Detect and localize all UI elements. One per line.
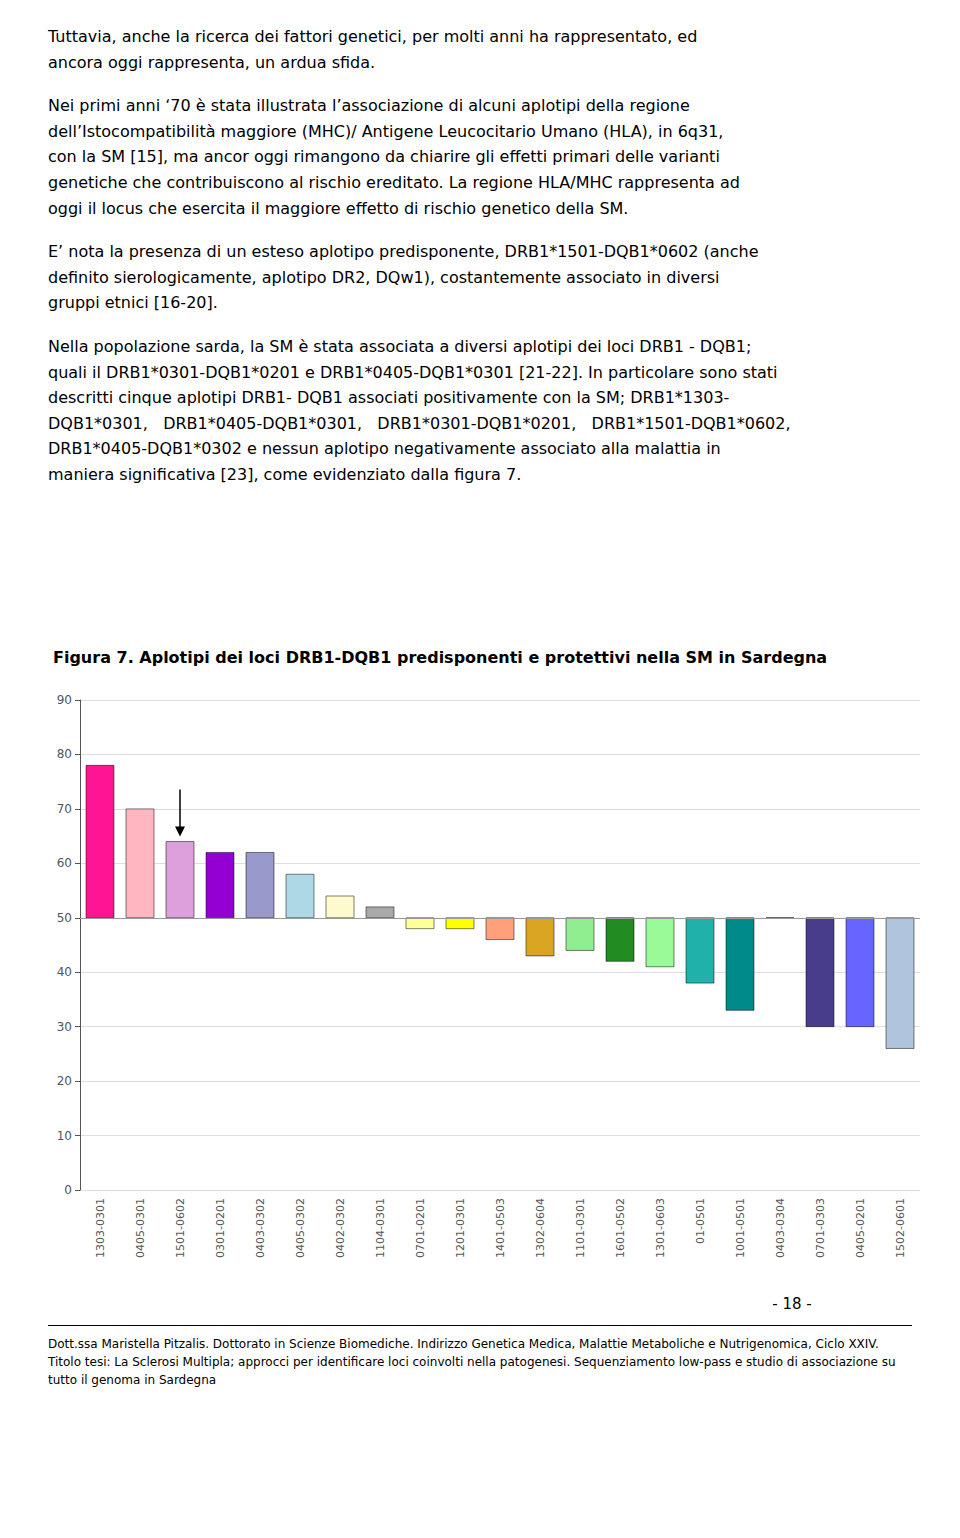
svg-text:1301-0603: 1301-0603 [654, 1198, 667, 1258]
svg-text:1001-0501: 1001-0501 [734, 1198, 747, 1258]
svg-text:30: 30 [57, 1020, 72, 1034]
svg-text:1401-0503: 1401-0503 [494, 1198, 507, 1258]
svg-text:1502-0601: 1502-0601 [894, 1198, 907, 1258]
svg-text:10: 10 [57, 1129, 72, 1143]
svg-text:0402-0302: 0402-0302 [334, 1198, 347, 1258]
svg-text:1302-0604: 1302-0604 [534, 1198, 547, 1258]
html-text:- 18 -: - 18 - [772, 1295, 812, 1313]
html-text:Tuttavia, anche la ricerca dei: Tuttavia, anche la ricerca dei fattori g… [48, 27, 698, 72]
svg-text:0701-0201: 0701-0201 [414, 1198, 427, 1258]
svg-text:20: 20 [57, 1074, 72, 1088]
html-text:Nella popolazione sarda, la SM: Nella popolazione sarda, la SM è stata a… [48, 336, 791, 484]
svg-text:0403-0302: 0403-0302 [254, 1198, 267, 1258]
svg-text:90: 90 [57, 693, 72, 707]
html-text:Nei primi anni ‘70 è stata ill: Nei primi anni ‘70 è stata illustrata l’… [48, 96, 740, 218]
svg-text:1601-0502: 1601-0502 [614, 1198, 627, 1258]
svg-text:1104-0301: 1104-0301 [374, 1198, 387, 1258]
svg-text:70: 70 [57, 802, 72, 816]
svg-text:0301-0201: 0301-0201 [214, 1198, 227, 1258]
svg-text:0403-0304: 0403-0304 [774, 1198, 787, 1258]
svg-text:1501-0602: 1501-0602 [174, 1198, 187, 1258]
html-text:Dott.ssa Maristella Pitzalis.: Dott.ssa Maristella Pitzalis. Dottorato … [48, 1337, 896, 1387]
svg-text:0: 0 [64, 1183, 72, 1197]
svg-text:1201-0301: 1201-0301 [454, 1198, 467, 1258]
svg-text:1101-0301: 1101-0301 [574, 1198, 587, 1258]
svg-text:1303-0301: 1303-0301 [94, 1198, 107, 1258]
svg-text:0405-0301: 0405-0301 [134, 1198, 147, 1258]
svg-text:0405-0201: 0405-0201 [854, 1198, 867, 1258]
svg-text:0405-0302: 0405-0302 [294, 1198, 307, 1258]
svg-text:80: 80 [57, 747, 72, 761]
html-text:E’ nota la presenza di un este: E’ nota la presenza di un esteso aplotip… [48, 242, 759, 313]
svg-text:Figura 7. Aplotipi dei loci DR: Figura 7. Aplotipi dei loci DRB1-DQB1 pr… [53, 648, 827, 667]
svg-text:60: 60 [57, 856, 72, 870]
svg-text:0701-0303: 0701-0303 [814, 1198, 827, 1258]
svg-text:50: 50 [57, 911, 72, 925]
svg-text:40: 40 [57, 965, 72, 979]
svg-text:01-0501: 01-0501 [694, 1198, 707, 1244]
